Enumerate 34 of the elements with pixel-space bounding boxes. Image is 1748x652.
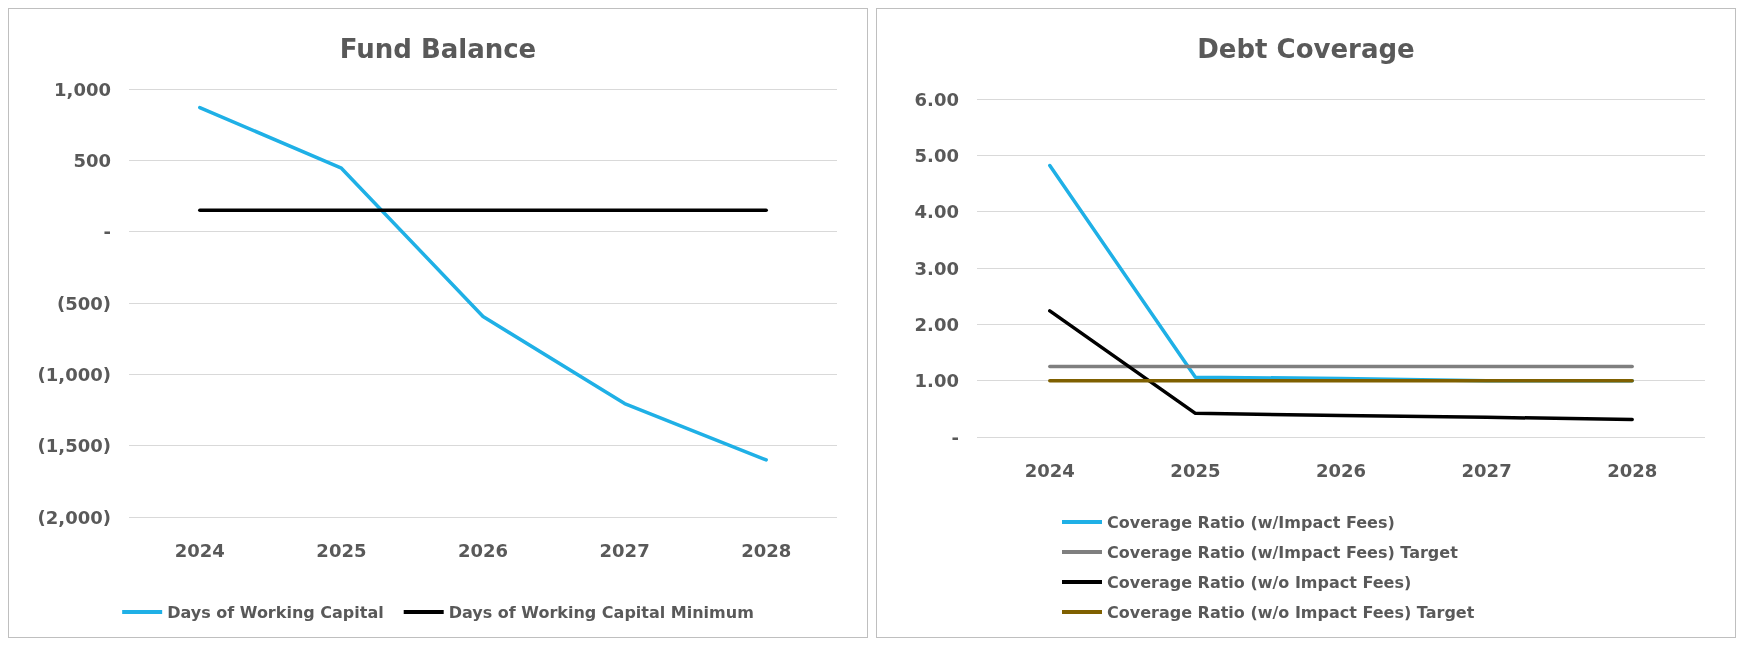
- x-tick-label: 2027: [599, 539, 650, 561]
- y-tick-label: 5.00: [914, 144, 959, 166]
- y-tick-label: 3.00: [914, 257, 959, 279]
- y-tick-label: (2,000): [37, 506, 111, 528]
- chart-title: Fund Balance: [339, 34, 537, 64]
- x-tick-label: 2024: [174, 539, 225, 561]
- x-tick-label: 2028: [741, 539, 792, 561]
- y-tick-label: 2.00: [914, 313, 959, 335]
- y-tick-label: 500: [73, 149, 111, 171]
- legend-label: Days of Working Capital: [167, 602, 384, 622]
- legend-label: Coverage Ratio (w/o Impact Fees) Target: [1107, 602, 1475, 622]
- x-tick-label: 2025: [316, 539, 367, 561]
- y-tick-label: 6.00: [914, 88, 959, 110]
- x-tick-label: 2028: [1607, 459, 1658, 481]
- x-tick-label: 2025: [1170, 459, 1221, 481]
- y-tick-label: 4.00: [914, 201, 959, 223]
- line-series: [1048, 309, 1634, 422]
- legend-label: Coverage Ratio (w/o Impact Fees): [1107, 572, 1412, 592]
- y-tick-label: -: [951, 426, 959, 448]
- chart-title: Debt Coverage: [1197, 34, 1415, 64]
- x-tick-label: 2026: [457, 539, 509, 561]
- line-series: [198, 105, 768, 462]
- y-tick-label: (1,500): [37, 435, 111, 457]
- legend-label: Coverage Ratio (w/Impact Fees) Target: [1107, 542, 1459, 562]
- x-tick-label: 2027: [1461, 459, 1512, 481]
- y-tick-label: 1,000: [54, 78, 111, 100]
- x-tick-label: 2024: [1024, 459, 1075, 481]
- x-tick-label: 2026: [1315, 459, 1367, 481]
- legend-label: Days of Working Capital Minimum: [448, 602, 754, 622]
- legend-label: Coverage Ratio (w/Impact Fees): [1107, 512, 1395, 532]
- y-tick-label: -: [103, 221, 111, 243]
- y-tick-label: 1.00: [914, 370, 959, 392]
- y-tick-label: (1,000): [37, 363, 111, 385]
- y-tick-label: (500): [56, 292, 111, 314]
